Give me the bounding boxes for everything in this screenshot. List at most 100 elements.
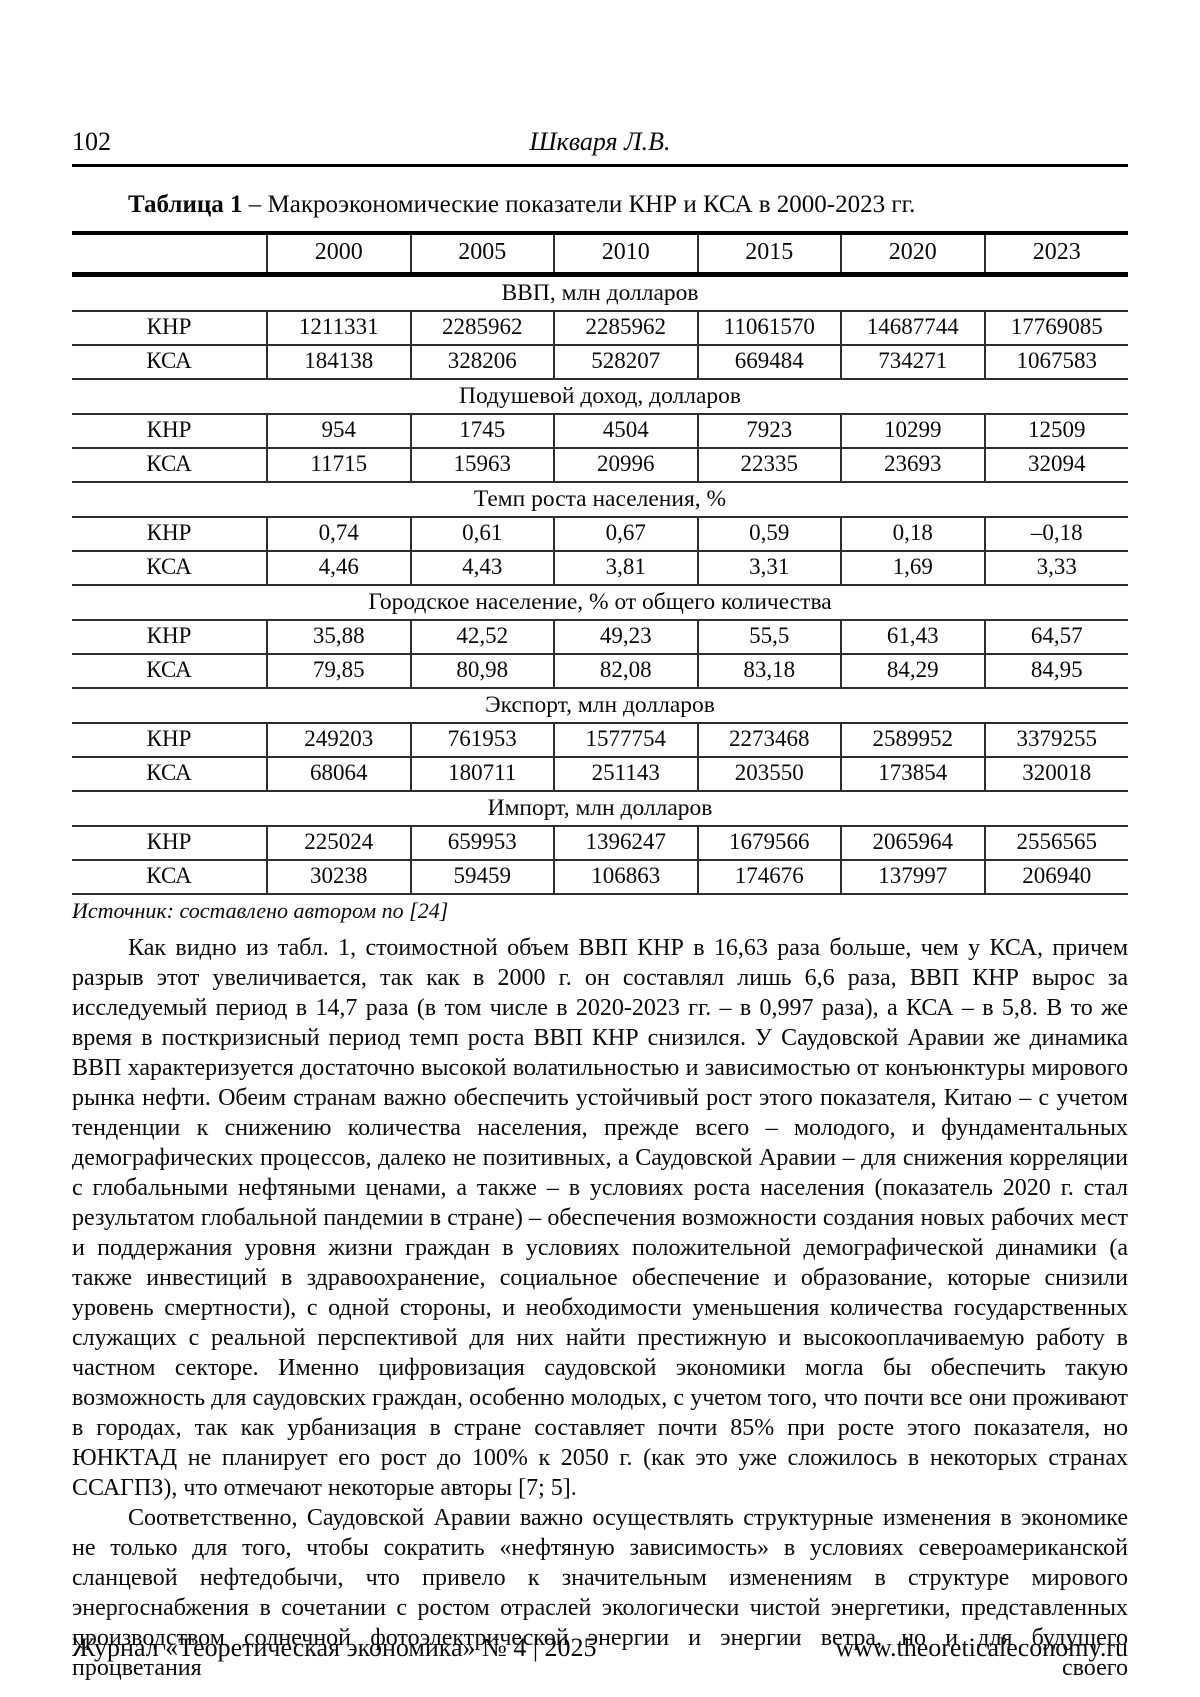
year-column-header: 2005: [410, 232, 555, 277]
table-cell: 12509: [984, 413, 1128, 449]
table-year-header-row: 2000 2005 2010 2015 2020 2023: [72, 232, 1128, 277]
table-cell: 59459: [410, 859, 555, 895]
table-cell: 80,98: [410, 653, 555, 689]
table-section-title: Подушевой доход, долларов: [72, 378, 1128, 415]
table-cell: 328206: [410, 344, 555, 380]
table-section-row: Импорт, млн долларов: [72, 790, 1128, 827]
table-cell: 0,61: [410, 516, 555, 552]
table-cell: 55,5: [697, 619, 842, 655]
table-cell: 203550: [697, 756, 842, 792]
table-cell: 17769085: [984, 310, 1128, 346]
table-cell: 1745: [410, 413, 555, 449]
table-section-row: Экспорт, млн долларов: [72, 687, 1128, 724]
year-column-header: 2015: [697, 232, 842, 277]
table-cell: 3,31: [697, 550, 842, 586]
table-cell: 64,57: [984, 619, 1128, 655]
row-label: КСА: [72, 447, 268, 483]
table-cell: 173854: [841, 756, 986, 792]
page-footer: Журнал «Теоретическая экономика» № 4 | 2…: [72, 1633, 1128, 1663]
table-data-row: КНР 954 1745 4504 7923 10299 12509: [72, 413, 1128, 449]
table-cell: 84,29: [841, 653, 986, 689]
table-data-row: КНР 35,88 42,52 49,23 55,5 61,43 64,57: [72, 619, 1128, 655]
table-cell: 3,81: [554, 550, 699, 586]
table-cell: 11715: [267, 447, 412, 483]
table-data-row: КНР 225024 659953 1396247 1679566 2065964 2556…: [72, 825, 1128, 861]
table-section-title: Городское население, % от общего количес…: [72, 584, 1128, 621]
table-cell: 4,43: [410, 550, 555, 586]
table-cell: 528207: [554, 344, 699, 380]
footer-journal: Журнал «Теоретическая экономика» № 4 | 2…: [72, 1633, 597, 1662]
table-cell: 79,85: [267, 653, 412, 689]
row-label: КСА: [72, 344, 268, 380]
running-head: Шкваря Л.В.: [529, 127, 671, 156]
table-cell: 22335: [697, 447, 842, 483]
table-section-title: ВВП, млн долларов: [72, 274, 1128, 312]
table-data-row: КСА 4,46 4,43 3,81 3,31 1,69 3,33: [72, 550, 1128, 586]
table-section-row: ВВП, млн долларов: [72, 274, 1128, 312]
table-cell: 3,33: [984, 550, 1128, 586]
table-cell: 1679566: [697, 825, 842, 861]
table-caption-label: Таблица 1: [128, 190, 243, 218]
table-cell: 4504: [554, 413, 699, 449]
table-cell: 106863: [554, 859, 699, 895]
row-label: КНР: [72, 825, 268, 861]
table-cell: 49,23: [554, 619, 699, 655]
table-cell: 2556565: [984, 825, 1128, 861]
table-cell: 2065964: [841, 825, 986, 861]
table-cell: 83,18: [697, 653, 842, 689]
year-column-header: 2000: [267, 232, 412, 277]
table-section-title: Экспорт, млн долларов: [72, 687, 1128, 724]
macro-indicators-table: 2000 2005 2010 2015 2020 2023 ВВП, млн д…: [72, 230, 1128, 895]
row-label: КНР: [72, 516, 268, 552]
table-data-row: КСА 79,85 80,98 82,08 83,18 84,29 84,95: [72, 653, 1128, 689]
table-cell: 7923: [697, 413, 842, 449]
table-cell: 84,95: [984, 653, 1128, 689]
table-cell: 659953: [410, 825, 555, 861]
table-cell: 61,43: [841, 619, 986, 655]
table-cell: 1067583: [984, 344, 1128, 380]
row-label: КСА: [72, 756, 268, 792]
row-label: КНР: [72, 722, 268, 758]
table-cell: 35,88: [267, 619, 412, 655]
table-section-row: Темп роста населения, %: [72, 481, 1128, 518]
table-cell: 206940: [984, 859, 1128, 895]
table-cell: 1211331: [267, 310, 412, 346]
table-cell: 0,18: [841, 516, 986, 552]
row-label: КНР: [72, 310, 268, 346]
row-label: КСА: [72, 859, 268, 895]
table-cell: 3379255: [984, 722, 1128, 758]
table-cell: 0,59: [697, 516, 842, 552]
table-cell: 184138: [267, 344, 412, 380]
row-label: КСА: [72, 653, 268, 689]
row-label: КСА: [72, 550, 268, 586]
table-caption-text: – Макроэкономические показатели КНР и КС…: [242, 190, 916, 218]
table-data-row: КСА 11715 15963 20996 22335 23693 32094: [72, 447, 1128, 483]
table-cell: 11061570: [697, 310, 842, 346]
table-cell: 225024: [267, 825, 412, 861]
table-cell: 954: [267, 413, 412, 449]
table-cell: 2285962: [554, 310, 699, 346]
table-cell: 1396247: [554, 825, 699, 861]
table-cell: 15963: [410, 447, 555, 483]
table-caption: Таблица 1 – Макроэкономические показател…: [72, 191, 1128, 219]
table-section-title: Темп роста населения, %: [72, 481, 1128, 518]
page-header: 102 Шкваря Л.В.: [72, 0, 1128, 167]
table-source-note: Источник: составлено автором по [24]: [72, 897, 449, 923]
table-cell: 0,67: [554, 516, 699, 552]
table-cell: 251143: [554, 756, 699, 792]
table-cell: 2273468: [697, 722, 842, 758]
table-cell: 2285962: [410, 310, 555, 346]
table-cell: 0,74: [267, 516, 412, 552]
table-cell: 180711: [410, 756, 555, 792]
table-section-title: Импорт, млн долларов: [72, 790, 1128, 827]
table-cell: 669484: [697, 344, 842, 380]
table-cell: 30238: [267, 859, 412, 895]
table-cell: 14687744: [841, 310, 986, 346]
table-cell: 20996: [554, 447, 699, 483]
table-body: ВВП, млн долларов КНР 1211331 2285962 228596…: [72, 274, 1128, 895]
paragraph-1: Как видно из табл. 1, стоимостной объем …: [72, 934, 1128, 1501]
paragraph-2: Соответственно, Саудовской Аравии важно …: [72, 1504, 1128, 1681]
table-cell: 42,52: [410, 619, 555, 655]
table-cell: 761953: [410, 722, 555, 758]
